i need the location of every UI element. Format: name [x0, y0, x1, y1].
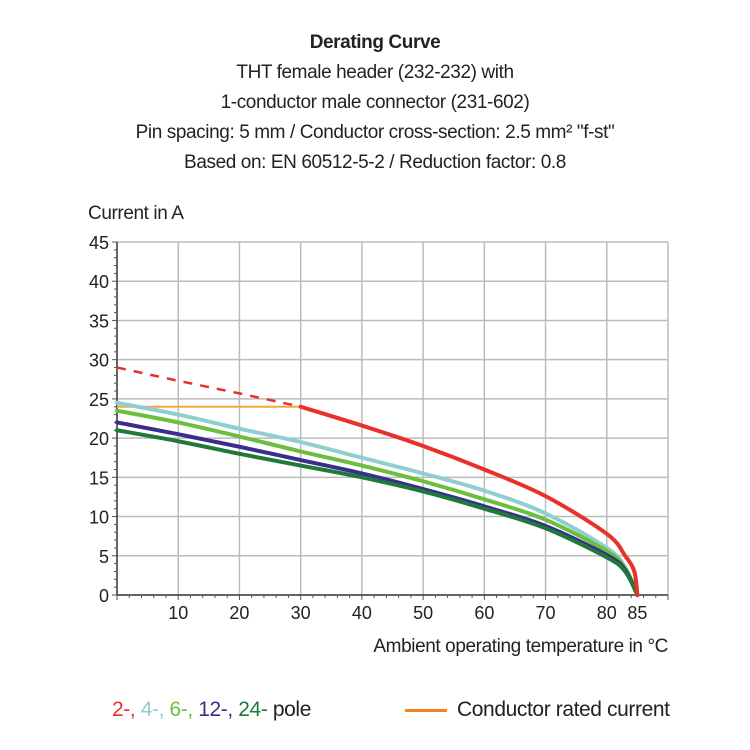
x-axis-label: Ambient operating temperature in °C	[373, 636, 668, 657]
x-tick-label: 80	[597, 603, 617, 623]
y-tick-label: 20	[89, 429, 109, 449]
x-tick-label: 50	[413, 603, 433, 623]
legend-pole-2: 2-,	[112, 698, 136, 721]
chart-subtitle-2: 1-conductor male connector (231-602)	[220, 92, 530, 113]
x-tick-label: 85	[627, 603, 647, 623]
legend-poles: 2-, 4-, 6-, 12-, 24- pole	[112, 698, 311, 722]
x-tick-label: 40	[352, 603, 372, 623]
x-tick-label: 20	[229, 603, 249, 623]
chart-title: Derating Curve	[309, 32, 441, 53]
legend-pole-6: 6-,	[164, 698, 193, 721]
x-tick-label: 60	[474, 603, 494, 623]
legend-pole-suffix: pole	[267, 698, 312, 721]
series-12-line	[115, 420, 640, 597]
y-tick-label: 5	[99, 547, 109, 567]
x-tick-label: 70	[536, 603, 556, 623]
legend-conductor: Conductor rated current	[405, 698, 670, 722]
chart-subtitle-3: Pin spacing: 5 mm / Conductor cross-sect…	[135, 122, 615, 143]
y-tick-label: 35	[89, 311, 109, 331]
series-4-line	[115, 400, 640, 597]
x-tick-label: 10	[168, 603, 188, 623]
y-tick-label: 10	[89, 508, 109, 528]
series-2-dashed-line	[116, 366, 301, 408]
chart-subtitle-1: THT female header (232-232) with	[236, 62, 514, 83]
y-tick-label: 15	[89, 468, 109, 488]
y-tick-label: 45	[89, 233, 109, 253]
series-2-line	[298, 404, 640, 597]
y-tick-label: 30	[89, 351, 109, 371]
legend-pole-4: 4-,	[135, 698, 165, 721]
legend-pole-12: 12-,	[192, 698, 233, 721]
y-tick-label: 25	[89, 390, 109, 410]
legend-pole-24: 24-	[232, 698, 268, 721]
legend-conductor-swatch	[405, 708, 447, 712]
legend-conductor-label: Conductor rated current	[457, 698, 670, 721]
x-tick-label: 30	[291, 603, 311, 623]
chart-subtitle-4: Based on: EN 60512-5-2 / Reduction facto…	[184, 152, 566, 173]
y-axis-label: Current in A	[88, 203, 184, 224]
y-tick-label: 0	[99, 586, 109, 606]
series-24-line	[115, 428, 640, 597]
series-6-line	[115, 408, 640, 597]
y-tick-label: 40	[89, 272, 109, 292]
